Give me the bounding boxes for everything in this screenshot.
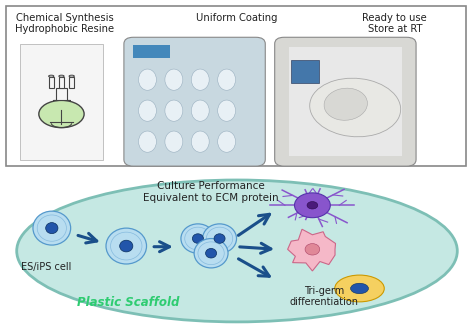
Ellipse shape [17,180,457,322]
Bar [6,6,465,166]
FancyBboxPatch shape [275,37,416,166]
Ellipse shape [191,100,209,121]
Polygon shape [49,77,54,88]
Ellipse shape [181,224,215,253]
FancyBboxPatch shape [124,37,265,166]
Bar [133,45,170,59]
Ellipse shape [33,211,71,245]
Ellipse shape [59,75,64,77]
Ellipse shape [305,243,320,255]
Ellipse shape [218,131,236,152]
Ellipse shape [194,239,228,268]
Bar [291,60,319,83]
Ellipse shape [165,69,183,90]
Text: ES/iPS cell: ES/iPS cell [21,262,72,272]
Ellipse shape [165,100,183,121]
Text: Ready to use
Store at RT: Ready to use Store at RT [363,13,427,35]
Text: Culture Performance
Equivalent to ECM protein: Culture Performance Equivalent to ECM pr… [143,181,279,203]
Ellipse shape [202,224,237,253]
Bar [20,44,103,160]
Ellipse shape [310,78,401,137]
Ellipse shape [206,248,217,258]
Text: Uniform Coating: Uniform Coating [196,13,278,23]
Ellipse shape [191,69,209,90]
Ellipse shape [191,131,209,152]
Ellipse shape [138,131,156,152]
Ellipse shape [46,223,58,234]
Text: Chemical Synthesis
Hydrophobic Resine: Chemical Synthesis Hydrophobic Resine [16,13,115,35]
Polygon shape [53,88,70,100]
Ellipse shape [39,100,84,128]
Ellipse shape [335,275,384,302]
Ellipse shape [119,240,133,252]
Ellipse shape [138,100,156,121]
Ellipse shape [218,69,236,90]
Ellipse shape [214,234,225,243]
Bar [289,47,402,156]
Ellipse shape [165,131,183,152]
Ellipse shape [294,193,330,218]
Text: Plastic Scaffold: Plastic Scaffold [77,296,179,309]
Ellipse shape [49,75,54,77]
Polygon shape [288,229,336,271]
Ellipse shape [192,234,203,243]
Ellipse shape [351,283,368,294]
Ellipse shape [138,69,156,90]
Ellipse shape [106,228,146,264]
Polygon shape [69,77,74,88]
Ellipse shape [324,88,367,120]
Ellipse shape [218,100,236,121]
Text: Tri-germ
differentiation: Tri-germ differentiation [290,286,359,307]
Polygon shape [59,77,64,88]
Ellipse shape [307,202,318,209]
Ellipse shape [69,75,74,77]
